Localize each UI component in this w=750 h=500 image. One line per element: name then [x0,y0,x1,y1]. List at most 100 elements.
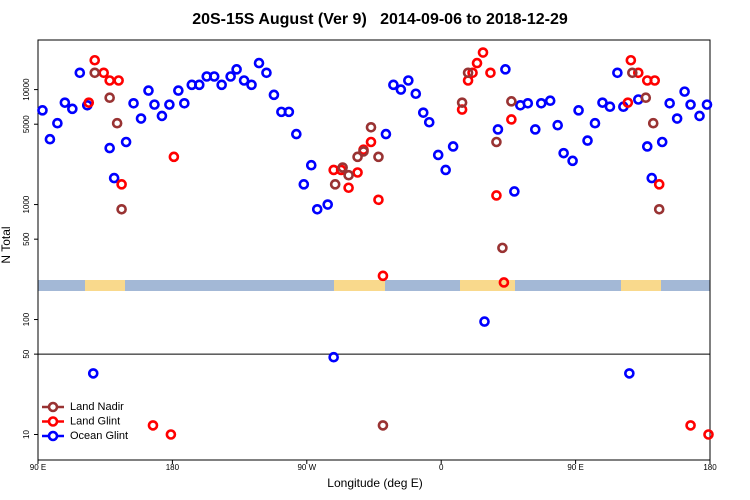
data-point [104,142,115,154]
data-point [253,57,265,69]
data-point [653,179,665,190]
data-point [552,119,563,131]
data-point [567,155,578,167]
data-point [44,133,56,145]
data-point [74,67,86,79]
y-tick-label: 50 [22,349,31,358]
data-point [625,54,637,66]
land-band [460,280,515,291]
data-point [59,97,71,108]
data-point [352,151,363,163]
plot-frame [37,39,711,461]
data-point [343,169,354,181]
legend-label: Ocean Glint [70,430,128,442]
data-point [193,79,205,91]
data-point [467,67,478,79]
data-point [395,84,407,95]
data-point [120,136,132,148]
data-point [410,88,422,100]
y-tick-label: 10000 [22,78,31,101]
data-point [149,99,160,110]
data-point [471,57,483,69]
data-point [283,106,295,118]
data-point [423,116,435,128]
data-point [116,179,127,190]
data-point [529,124,541,135]
data-point [104,92,115,104]
data-point [208,71,220,82]
data-point [641,141,653,152]
data-point [701,99,713,110]
land-band [334,280,385,291]
x-tick-label: 180 [166,463,180,472]
legend-marker [47,401,59,413]
data-point [491,136,502,148]
surface-band [38,280,710,291]
data-point [380,128,392,140]
y-tick-label: 10 [22,429,31,438]
data-point [597,97,608,108]
data-point [89,54,101,66]
data-point [98,67,110,79]
data-point [83,97,95,108]
data-point [491,190,502,201]
data-point [694,110,705,122]
data-point [311,203,323,215]
data-point [544,95,556,107]
data-point [377,420,389,431]
data-point [462,67,474,79]
data-point [582,135,593,146]
data-point [440,164,451,176]
y-tick-label: 1000 [22,195,31,213]
data-point [52,117,63,129]
data-point [649,75,661,86]
data-point [558,147,569,159]
data-point [509,186,520,197]
data-point [604,101,616,112]
legend-label: Land Glint [70,415,120,427]
data-point [679,86,690,97]
data-point [646,172,658,184]
data-point [322,199,334,210]
data-point [231,64,242,75]
data-point [417,107,429,118]
data-point [506,96,517,107]
data-point [246,79,257,91]
data-point [671,113,683,124]
data-point [388,79,399,91]
data-point [664,97,675,109]
data-point [573,105,584,116]
data-point [497,242,508,254]
data-point [164,99,175,110]
data-point [685,420,696,431]
legend-marker [47,416,59,427]
data-point [225,71,236,82]
data-point [485,67,496,79]
data-point [147,420,159,431]
data-point [624,368,635,379]
x-tick-label: 0 [439,463,444,472]
data-point [535,97,547,109]
y-axis-label: N Total [0,226,13,263]
data-point [343,182,354,194]
data-point [373,194,384,206]
data-point [87,368,99,379]
data-point [522,97,534,109]
data-point [589,117,601,129]
data-point [456,97,468,108]
data-point [156,110,168,122]
data-point [113,75,124,86]
data-point [352,167,363,178]
data-point [477,47,489,58]
data-point [612,67,623,79]
data-point [365,121,377,133]
data-point [498,277,510,288]
data-point [37,105,48,116]
data-point [67,103,78,115]
data-point [365,136,377,148]
y-tick-label: 5000 [22,115,31,133]
data-point [685,99,696,110]
data-point [640,92,652,104]
data-point [179,97,190,109]
